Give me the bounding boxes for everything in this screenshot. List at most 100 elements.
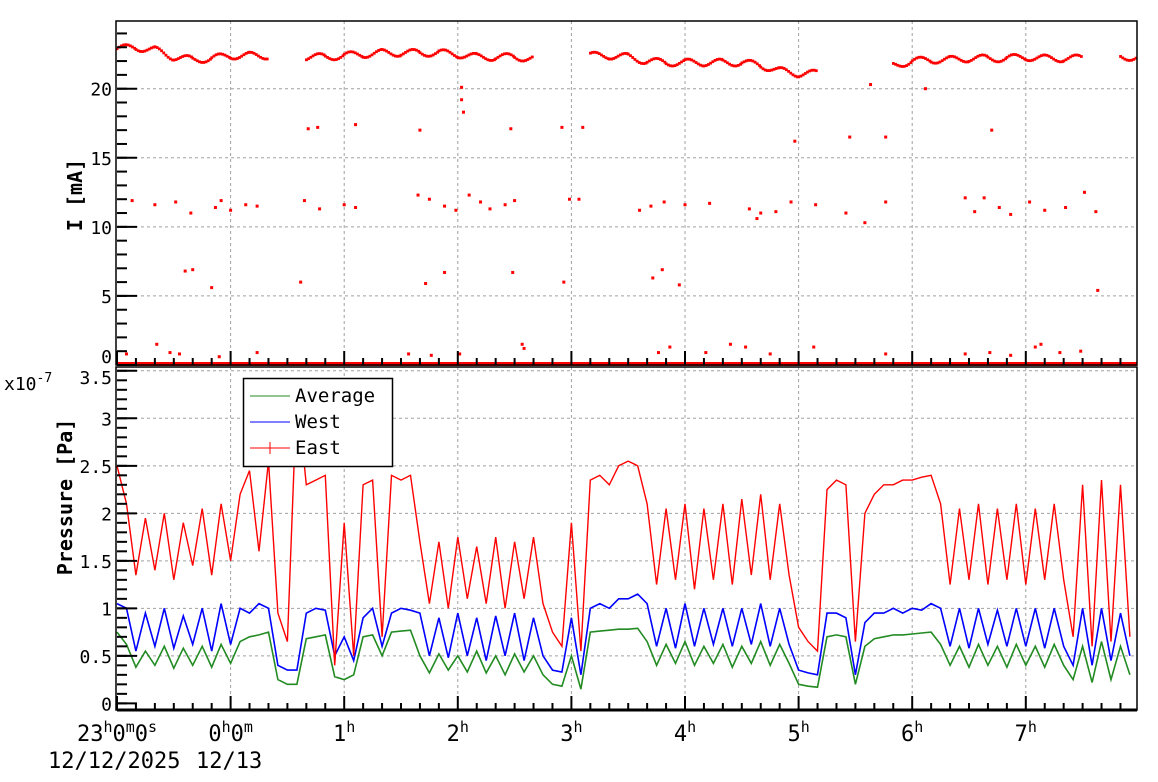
current-outlier-point [577, 197, 581, 201]
current-point [131, 45, 134, 49]
current-point [358, 53, 362, 57]
current-outlier-point [443, 204, 447, 208]
current-point [216, 52, 220, 56]
current-point [1121, 56, 1125, 60]
current-point [375, 50, 378, 54]
current-point [479, 54, 483, 58]
current-point [635, 59, 639, 63]
current-outlier-point [407, 352, 411, 356]
current-outlier-point [520, 342, 524, 346]
current-point [124, 43, 128, 47]
legend: Average West East [242, 377, 394, 468]
current-point [896, 63, 900, 67]
current-outlier-point [183, 269, 187, 273]
current-point [387, 51, 391, 54]
y-tick-label: 3 [101, 409, 112, 430]
current-point [240, 54, 244, 58]
current-outlier-point [1033, 345, 1037, 349]
current-point [736, 63, 740, 67]
current-point [988, 57, 992, 60]
current-point [945, 56, 949, 60]
current-point [150, 46, 153, 50]
current-point [439, 48, 443, 52]
current-point [953, 55, 956, 59]
current-point [666, 63, 670, 67]
current-point [200, 60, 204, 64]
y-tick-label: 0 [101, 347, 112, 368]
current-point [938, 60, 942, 64]
current-point [604, 56, 608, 60]
current-point [891, 62, 895, 65]
current-outlier-point [1094, 210, 1098, 214]
current-outlier-point [416, 193, 420, 197]
current-outlier-point [704, 351, 708, 355]
current-point [969, 58, 973, 62]
current-point [910, 59, 914, 63]
current-point [396, 54, 399, 58]
current-point [482, 55, 485, 59]
current-point [1130, 58, 1133, 62]
current-point [932, 61, 935, 65]
current-outlier-point [755, 217, 759, 221]
current-point [961, 59, 965, 63]
current-point [685, 57, 689, 61]
current-point [631, 56, 635, 59]
current-point [1031, 58, 1034, 62]
current-point [929, 60, 933, 64]
current-outlier-point [1082, 190, 1086, 194]
current-outlier-point [460, 85, 464, 89]
current-point [441, 48, 445, 52]
current-point [591, 50, 595, 54]
current-point [467, 53, 471, 57]
current-frame [115, 20, 1138, 366]
current-outlier-point [479, 200, 483, 204]
current-point [728, 62, 731, 66]
current-point [721, 58, 725, 62]
current-point [692, 59, 696, 63]
current-point [448, 50, 452, 54]
current-point [143, 49, 147, 53]
x-tick-label-part: 7 [1015, 722, 1028, 747]
current-point [252, 51, 256, 55]
current-outlier-point [155, 342, 159, 346]
current-point [263, 57, 267, 61]
legend-label-average: Average [295, 385, 375, 407]
current-outlier-point [814, 203, 818, 207]
current-point [309, 55, 313, 59]
current-point [265, 57, 269, 61]
current-point [326, 56, 329, 59]
y-tick-label: 3.5 [79, 368, 112, 389]
x-tick-label-part: 0 [112, 722, 125, 747]
current-point [650, 58, 654, 62]
current-point [732, 64, 736, 68]
current-point [515, 57, 519, 61]
current-point [351, 50, 355, 54]
current-point [633, 58, 637, 61]
current-point [772, 67, 776, 71]
current-point [209, 57, 212, 61]
current-outlier-point [1009, 212, 1013, 216]
current-point [528, 56, 532, 60]
x-tick-label-part: h [103, 718, 112, 736]
current-point [618, 53, 622, 57]
current-point [753, 60, 757, 64]
current-point [978, 53, 982, 57]
x-tick-label: 3h [560, 718, 582, 747]
current-point [486, 58, 490, 62]
current-point [671, 64, 675, 68]
current-point [323, 54, 327, 58]
current-point [490, 59, 494, 62]
current-outlier-point [1058, 351, 1062, 355]
current-point [393, 54, 397, 58]
current-point [372, 51, 376, 55]
current-point [993, 59, 997, 63]
current-outlier-point [467, 193, 471, 197]
current-point [784, 68, 788, 72]
current-point [623, 52, 627, 55]
current-point [465, 54, 469, 58]
current-point [452, 54, 456, 57]
current-outlier-point [884, 135, 888, 139]
current-outlier-point [217, 355, 221, 359]
current-point [450, 52, 454, 56]
current-point [423, 53, 426, 57]
